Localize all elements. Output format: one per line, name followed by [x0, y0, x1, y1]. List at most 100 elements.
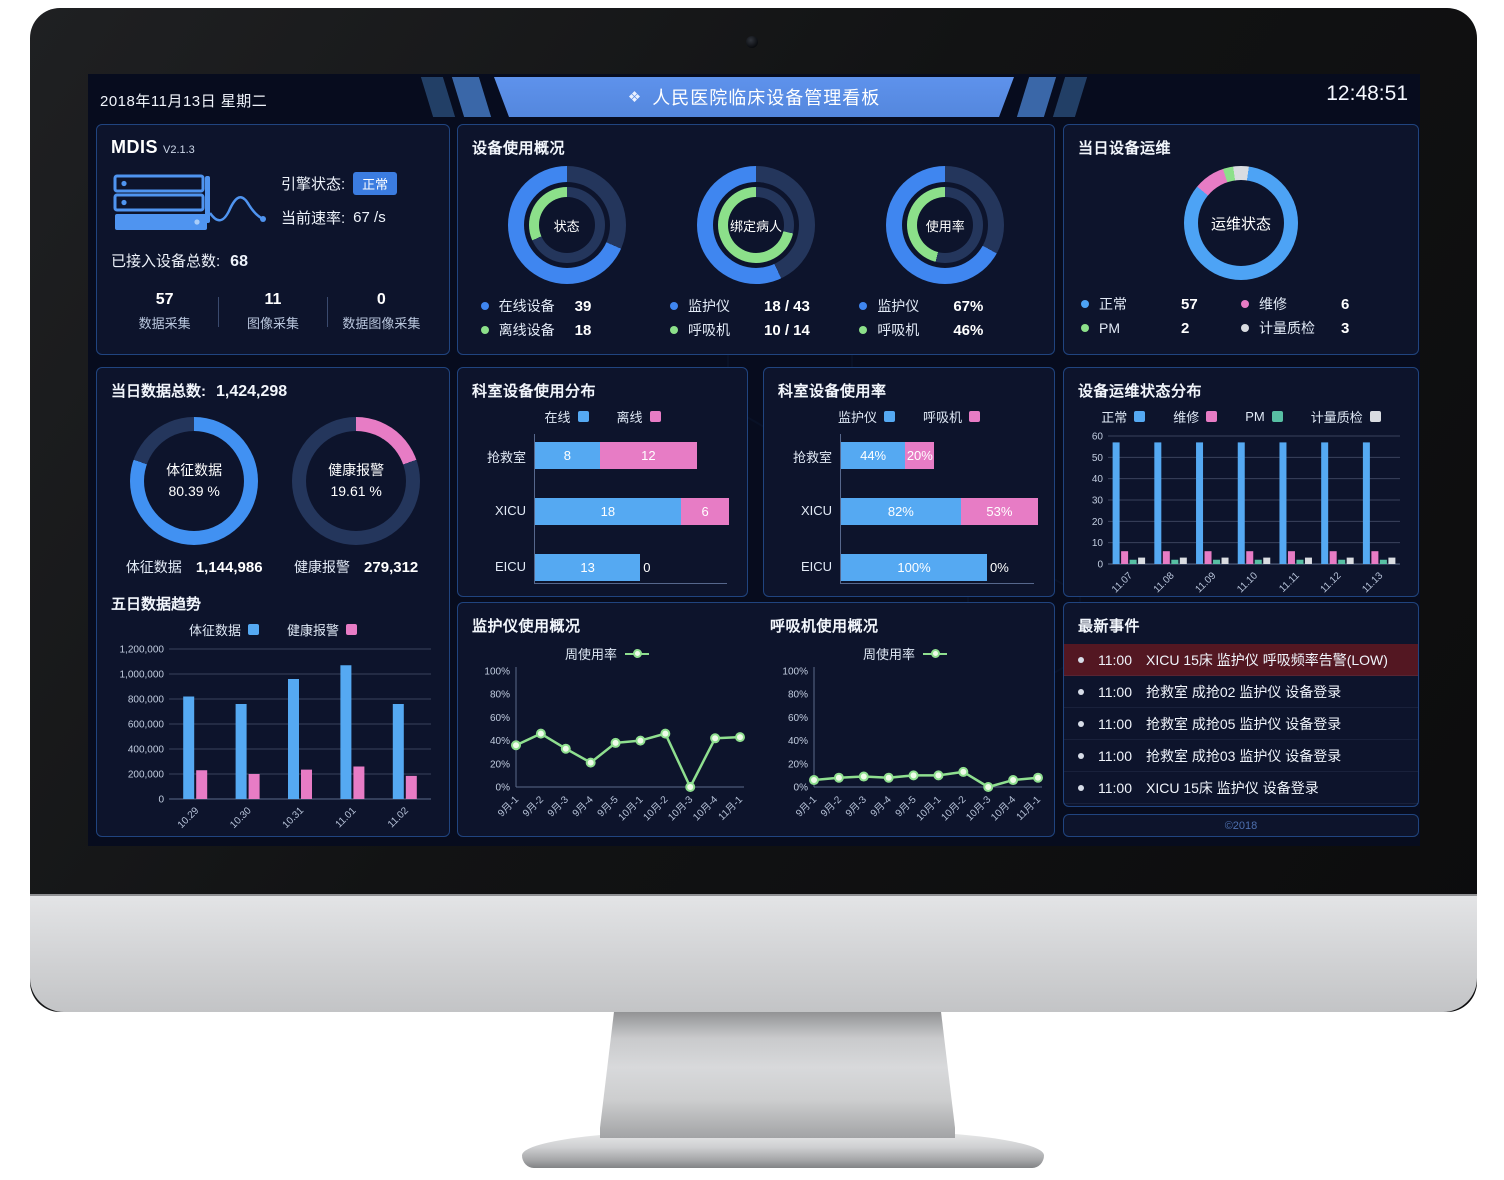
event-list-item[interactable]: 11:00 抢救室 成抢03 监护仪 设备登录	[1064, 740, 1418, 772]
svg-text:60%: 60%	[788, 713, 808, 724]
svg-text:0: 0	[1097, 560, 1103, 571]
legend-label: 维修	[1259, 296, 1287, 312]
row-label: EICU	[800, 559, 832, 574]
donut-pct-line: 80.39 %	[168, 483, 220, 499]
bullet-dot-icon	[1078, 720, 1084, 727]
donut-chart: 健康报警 19.61 %	[292, 417, 421, 545]
legend-square-icon	[649, 411, 661, 422]
event-list-item[interactable]: 11:00 抢救室 成抢05 监护仪 设备登录	[1064, 708, 1418, 740]
usage-donuts: 状态 在线设备 39 离线设备 18 绑定病人 监护仪 18 / 43 呼吸机 10 / 14 使用…	[472, 166, 1040, 342]
donut-chart: 体征数据 80.39 %	[130, 417, 259, 545]
event-list-item[interactable]: 11:00 XICU 15床 监护仪 呼吸频率告警(LOW)	[1064, 644, 1418, 676]
row-label: 抢救室	[792, 450, 832, 465]
row-label: XICU	[494, 503, 526, 518]
dashboard-screen: 2018年11月13日 星期二 ❖ 人民医院临床设备管理看板 12:48:51 …	[88, 74, 1420, 846]
legend-item: 监护仪 18 / 43	[669, 294, 842, 318]
legend-label: 正常	[1101, 410, 1128, 425]
svg-text:11月-1: 11月-1	[1014, 793, 1043, 822]
event-list-item[interactable]: 11:00 XICU 15床 监护仪 设备登录	[1064, 772, 1418, 804]
svg-text:200,000: 200,000	[128, 770, 165, 781]
svg-text:0: 0	[158, 795, 164, 806]
legend-square-icon	[346, 624, 358, 635]
svg-text:10.31: 10.31	[281, 805, 307, 831]
copyright-text: ©2018	[1224, 819, 1258, 832]
legend-label: 计量质检	[1259, 320, 1315, 336]
donut-center-label: 运维状态	[1210, 215, 1271, 233]
donut-center-label: 使用率	[925, 218, 965, 234]
svg-text:600,000: 600,000	[128, 720, 165, 731]
event-time: 11:00	[1098, 747, 1132, 764]
stat-label: 数据采集	[138, 316, 191, 331]
svg-text:11.11: 11.11	[1277, 570, 1302, 595]
legend-label: 监护仪	[837, 410, 877, 425]
svg-text:60%: 60%	[490, 713, 510, 724]
legend-item: 呼吸机	[923, 407, 981, 426]
donut-center: 体征数据 80.39 %	[144, 431, 245, 531]
stat-divider	[326, 296, 328, 327]
svg-text:100%: 100%	[782, 667, 808, 678]
vent-usage-section: 呼吸机使用概况 周使用率 0% 20% 40% 60% 80% 100% 9月-1 9月-2 9…	[756, 603, 1054, 836]
event-time: 11:00	[1098, 683, 1132, 700]
monitor-usage-legend: 周使用率	[472, 644, 742, 663]
bullet-dot-icon	[1078, 752, 1084, 759]
stat-value: 11	[264, 291, 282, 308]
data-total-value: 1,424,298	[216, 383, 288, 400]
legend-label: 健康报警	[287, 623, 340, 638]
event-text: XICU 15床 监护仪 呼吸频率告警(LOW)	[1146, 651, 1388, 668]
ops-donut-group: 运维状态 正常 57 维修 6 PM 2 计量质检 3	[1078, 158, 1404, 340]
ops-distribution-bar-chart: 0 10 20 30 40 50 60 11.07 11.08 11.09 11.10 11.11 11…	[1092, 432, 1400, 595]
stat-item: 0 数据图像采集	[328, 291, 435, 332]
header-clock: 12:48:51	[1326, 82, 1408, 105]
event-time: 11:00	[1098, 779, 1132, 796]
svg-text:11.02: 11.02	[386, 805, 411, 830]
legend-item: 健康报警	[287, 620, 358, 639]
svg-text:80%: 80%	[490, 690, 510, 701]
bullet-dot-icon	[1078, 656, 1084, 663]
panel-title: 设备运维状态分布	[1078, 383, 1203, 400]
data-donut-group: 体征数据 80.39 % 体征数据 1,144,986	[126, 409, 263, 577]
svg-text:10月-3: 10月-3	[964, 793, 994, 823]
stat-value: 0	[376, 291, 386, 308]
data-donut-group: 健康报警 19.61 % 健康报警 279,312	[292, 409, 421, 577]
total-value: 1,144,986	[195, 559, 263, 576]
bar-segment-a: 44%	[841, 442, 906, 469]
legend-item: 在线	[544, 407, 589, 426]
panel-usage-overview: 设备使用概况 状态 在线设备 39 离线设备 18 绑定病人 监护仪 18 / 43 呼吸机 10…	[457, 124, 1055, 355]
bar-segment-a: 82%	[841, 498, 961, 525]
legend-square-icon	[969, 411, 981, 422]
donut-chart: 使用率	[886, 166, 1005, 284]
legend-square-icon	[1369, 411, 1381, 422]
svg-text:30: 30	[1092, 496, 1104, 507]
blue-dot-icon	[859, 302, 868, 310]
donut-center: 运维状态	[1198, 180, 1284, 266]
monitor-usage-line-chart: 0%20%40%60%80%100%9月-1 9月-2 9月-3 9月-4 9月-510…	[484, 667, 745, 824]
donut-center-label: 体征数据 80.39 %	[166, 460, 222, 502]
svg-text:0%: 0%	[794, 783, 809, 794]
hbar-plot: 44% 20% 82% 53% 100% 0%	[840, 434, 1039, 584]
row-label: 抢救室	[486, 450, 526, 465]
donut-label-line: 体征数据	[166, 462, 223, 478]
legend-label: 在线	[544, 410, 571, 425]
line-dot-icon	[625, 648, 649, 658]
legend-value: 6	[1341, 295, 1350, 313]
hbar-plot: 8 12 18 6 13 0	[534, 434, 730, 584]
dept-distribution-chart: 8 12 18 6 13 0 抢救室 XICU EICU	[472, 434, 733, 606]
row-label: EICU	[494, 559, 526, 574]
vent-usage-line-chart: 0%20%40%60%80%100%9月-1 9月-2 9月-3 9月-4 9月-510…	[782, 667, 1043, 824]
panel-title: 当日设备运维	[1078, 140, 1172, 157]
header-date: 2018年11月13日 星期二	[100, 93, 268, 110]
bar-segment-a: 13	[535, 554, 641, 581]
donut-center: 健康报警 19.61 %	[306, 431, 407, 531]
engine-status-badge: 正常	[353, 172, 398, 195]
legend-square-icon	[1206, 411, 1218, 422]
svg-text:10.29: 10.29	[176, 805, 202, 831]
svg-text:0%: 0%	[496, 783, 511, 794]
legend-item: 计量质检	[1311, 407, 1381, 426]
event-list-item[interactable]: 11:00 抢救室 成抢02 监护仪 设备登录	[1064, 676, 1418, 708]
data-total-label: 当日数据总数:	[111, 383, 206, 400]
copyright-footer: ©2018	[1063, 814, 1419, 837]
monitor-bezel: 2018年11月13日 星期二 ❖ 人民医院临床设备管理看板 12:48:51 …	[30, 8, 1477, 1012]
total-label: 健康报警	[294, 559, 351, 575]
svg-text:10月-3: 10月-3	[666, 793, 696, 823]
monitor-stand-neck	[600, 1010, 955, 1138]
